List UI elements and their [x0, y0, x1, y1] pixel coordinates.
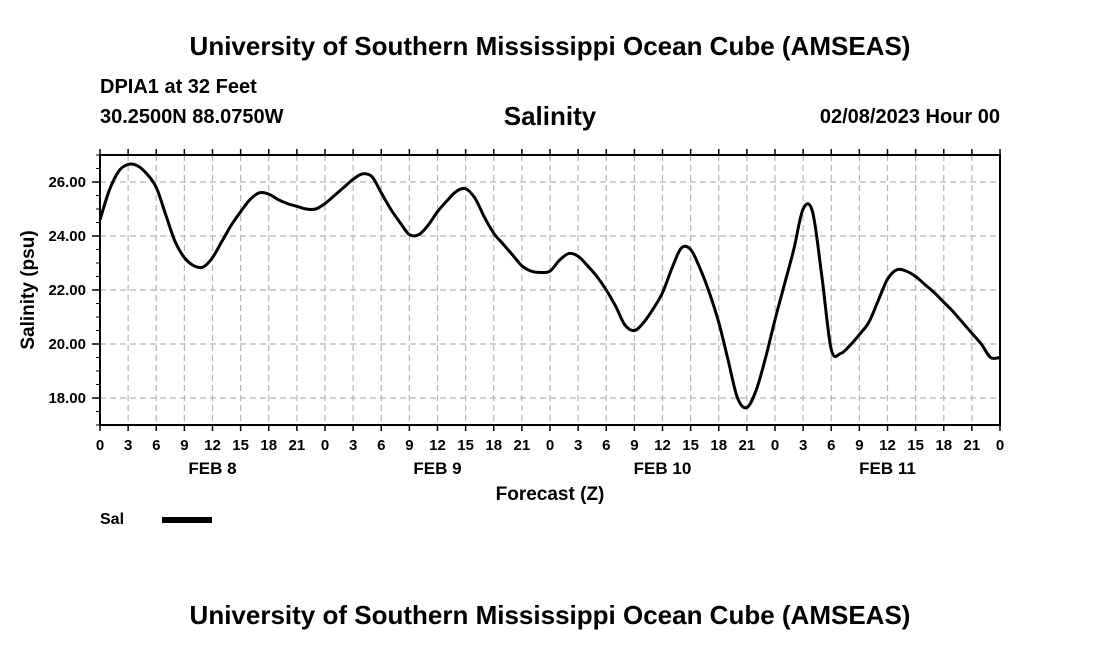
- x-tick-label: 21: [739, 437, 756, 454]
- date-label: FEB 9: [413, 459, 461, 478]
- x-tick-label: 3: [799, 437, 807, 454]
- series-line-sal: [98, 162, 1001, 410]
- legend-label: Sal: [100, 511, 125, 528]
- date-labels: FEB 8 FEB 9 FEB 10 FEB 11: [188, 459, 915, 478]
- x-tick-label: 12: [204, 437, 221, 454]
- x-axis: 0 3 6 9 12 15 18 21 0 3 6 9 12 15 18 21 0 3 6 9 12 15 18 21 0 3 6 9…: [96, 149, 1004, 454]
- station-label: DPIA1 at 32 Feet: [100, 76, 257, 98]
- x-tick-label: 0: [546, 437, 554, 454]
- run-time-label: 02/08/2023 Hour 00: [819, 106, 1000, 128]
- x-tick-label: 9: [630, 437, 638, 454]
- footer-title: University of Southern Mississippi Ocean…: [189, 600, 911, 630]
- x-tick-label: 18: [935, 437, 952, 454]
- y-tick-label: 18.00: [48, 390, 86, 407]
- chart-title: Salinity: [503, 101, 597, 131]
- x-tick-label: 18: [485, 437, 502, 454]
- x-tick-label: 21: [964, 437, 981, 454]
- x-tick-label: 21: [289, 437, 306, 454]
- x-tick-label: 21: [514, 437, 531, 454]
- x-tick-label: 0: [996, 437, 1004, 454]
- x-tick-label: 3: [124, 437, 132, 454]
- x-tick-label: 6: [377, 437, 385, 454]
- coordinates-label: 30.2500N 88.0750W: [100, 106, 284, 128]
- x-axis-title: Forecast (Z): [496, 484, 605, 505]
- y-tick-label: 24.00: [48, 228, 86, 245]
- x-tick-label: 3: [349, 437, 357, 454]
- x-tick-label: 6: [602, 437, 610, 454]
- legend-swatch: [162, 517, 212, 523]
- y-axis: 18.00 20.00 22.00 24.00 26.00: [48, 174, 100, 407]
- x-tick-label: 18: [260, 437, 277, 454]
- grid-lines: [100, 155, 1000, 425]
- x-tick-label: 9: [180, 437, 188, 454]
- x-tick-label: 15: [457, 437, 474, 454]
- date-label: FEB 11: [859, 459, 916, 478]
- y-axis-title: Salinity (psu): [18, 230, 39, 349]
- x-tick-label: 12: [654, 437, 671, 454]
- x-tick-label: 12: [429, 437, 446, 454]
- y-tick-label: 22.00: [48, 282, 86, 299]
- x-tick-label: 9: [405, 437, 413, 454]
- x-tick-label: 6: [152, 437, 160, 454]
- x-tick-label: 12: [879, 437, 896, 454]
- y-tick-label: 26.00: [48, 174, 86, 191]
- x-tick-label: 0: [321, 437, 329, 454]
- x-tick-label: 15: [232, 437, 249, 454]
- date-label: FEB 10: [634, 459, 692, 478]
- x-tick-label: 6: [827, 437, 835, 454]
- main-title: University of Southern Mississippi Ocean…: [189, 31, 911, 61]
- y-tick-label: 20.00: [48, 336, 86, 353]
- series-layer: [98, 162, 1001, 410]
- x-tick-label: 15: [907, 437, 924, 454]
- date-label: FEB 8: [188, 459, 236, 478]
- x-tick-label: 15: [682, 437, 699, 454]
- x-tick-label: 0: [771, 437, 779, 454]
- x-tick-label: 9: [855, 437, 863, 454]
- x-tick-label: 3: [574, 437, 582, 454]
- x-tick-label: 0: [96, 437, 104, 454]
- x-tick-label: 18: [710, 437, 727, 454]
